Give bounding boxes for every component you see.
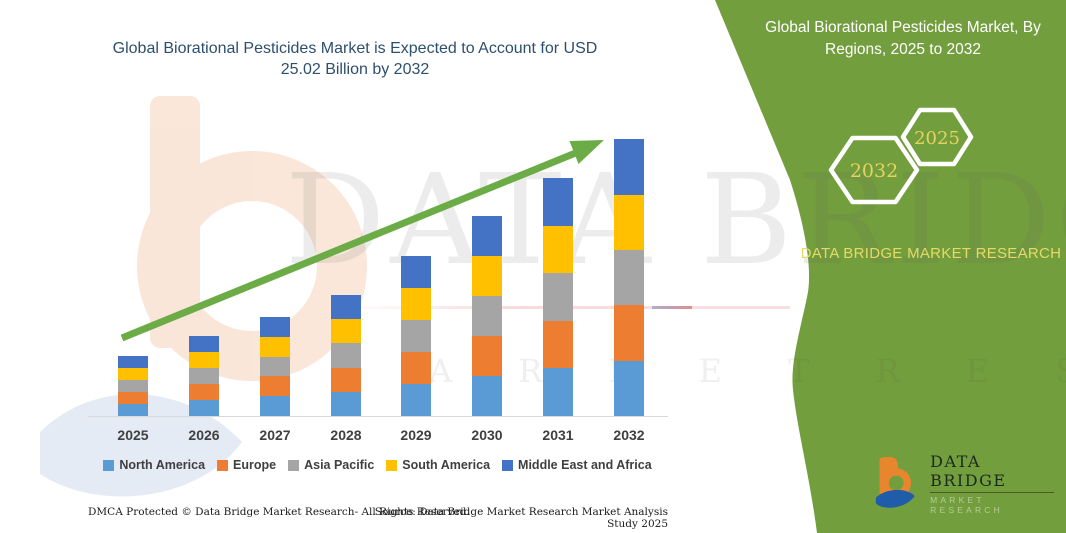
legend-label: Asia Pacific <box>304 458 375 472</box>
company-logo: DATA BRIDGE MARKET RESEARCH <box>874 452 1054 515</box>
trend-arrow-head <box>569 140 604 164</box>
legend-item-europe: Europe <box>217 458 276 472</box>
hexagon-2025 <box>900 107 974 167</box>
legend-swatch <box>502 459 514 471</box>
badge-end-year: 2032 <box>850 160 898 182</box>
source-text: Source: Data Bridge Market Research Mark… <box>374 506 668 530</box>
legend-item-asia-pacific: Asia Pacific <box>288 458 374 472</box>
legend-label: Europe <box>233 458 277 472</box>
legend-item-middle-east-and-africa: Middle East and Africa <box>502 458 652 472</box>
badge-start-year: 2025 <box>914 128 960 149</box>
brand-wordmark: DATA BRIDGE MARKET RESEARCH <box>800 245 1062 262</box>
legend-swatch <box>103 459 115 471</box>
legend-item-south-america: South America <box>386 458 490 472</box>
legend-swatch <box>217 459 229 471</box>
logo-name: DATA BRIDGE <box>930 452 1054 493</box>
legend-label: North America <box>119 458 206 472</box>
blue-red-line-watermark <box>652 306 692 309</box>
legend-label: Middle East and Africa <box>518 458 652 472</box>
company-logo-icon <box>875 456 915 508</box>
side-panel-title: Global Biorational Pesticides Market, By… <box>765 19 1041 58</box>
chart-title: Global Biorational Pesticides Market is … <box>112 40 598 78</box>
copyright-text: DMCA Protected © Data Bridge Market Rese… <box>88 506 470 518</box>
legend-swatch <box>386 459 398 471</box>
legend-swatch <box>288 459 300 471</box>
logo-subtitle: MARKET RESEARCH <box>930 494 1003 515</box>
chart-legend: North America Europe Asia Pacific South Ame… <box>85 458 670 472</box>
x-axis-line <box>88 416 668 417</box>
legend-item-north-america: North America <box>103 458 205 472</box>
year-badges: 2032 2025 <box>828 107 974 205</box>
legend-label: South America <box>402 458 491 472</box>
hexagon-2032 <box>828 135 920 205</box>
